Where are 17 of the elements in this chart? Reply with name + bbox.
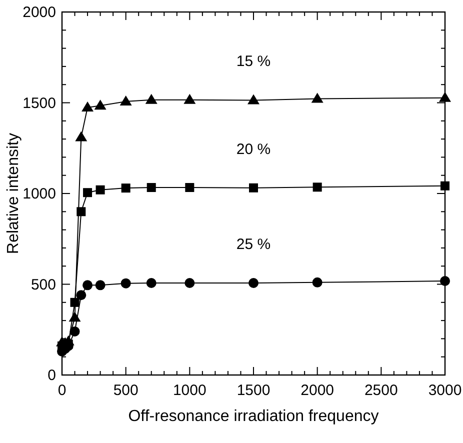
x-tick-label: 3000: [428, 382, 462, 399]
y-tick-label: 2000: [22, 4, 56, 21]
x-tick-label: 2500: [364, 382, 398, 399]
y-tick-label: 1000: [22, 186, 56, 202]
y-axis-title: Relative intensity: [5, 133, 22, 254]
y-tick-label: 0: [48, 367, 56, 384]
y-tick-label: 1500: [22, 94, 56, 112]
y-tick-label: 500: [30, 276, 56, 294]
series-label: 25 %: [236, 236, 271, 253]
series-label: 15 %: [236, 53, 271, 70]
x-tick-label: 0: [58, 382, 66, 399]
x-tick-label: 2000: [300, 382, 334, 399]
x-tick-label: 1000: [172, 382, 206, 399]
x-tick-label: 1500: [236, 382, 270, 399]
x-axis-title: Off-resonance irradiation frequency: [128, 408, 379, 425]
series-label: 20 %: [236, 140, 271, 158]
x-tick-label: 500: [113, 382, 138, 399]
